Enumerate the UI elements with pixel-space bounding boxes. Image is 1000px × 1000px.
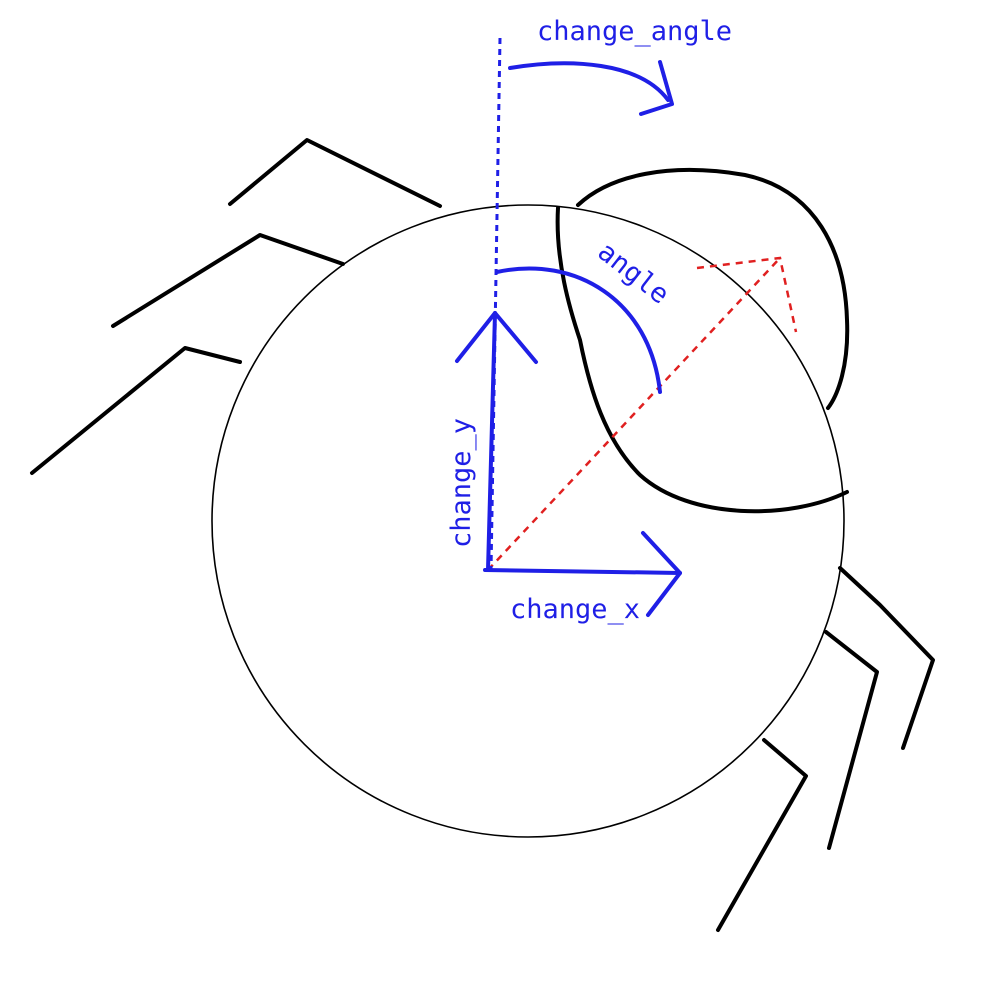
angle-label: angle [592, 236, 675, 310]
change-x-arrowhead [641, 531, 682, 617]
change-angle-arrowhead [639, 60, 674, 116]
leg-lower-right [716, 738, 808, 932]
right-legs [716, 566, 935, 932]
direction-arrowhead [696, 256, 798, 333]
left-legs [30, 138, 442, 475]
change-angle-arc [508, 61, 670, 102]
vertical-reference-line [489, 37, 502, 571]
direction-vector [487, 256, 798, 571]
leg-middle-left [111, 233, 345, 328]
leg-middle-right [824, 630, 879, 850]
beetle-head-lower [555, 206, 849, 514]
leg-top-left [228, 138, 442, 208]
leg-upper-right [838, 566, 935, 750]
change-y-label: change_y [446, 418, 477, 548]
leg-lower-left [30, 346, 242, 475]
change-y-arrow [455, 311, 538, 572]
change-y-shaft [486, 311, 497, 572]
change-x-shaft [483, 568, 682, 575]
angle-arc [495, 266, 662, 394]
change-x-label: change_x [510, 594, 640, 625]
change-x-arrow [483, 531, 682, 617]
change-angle-label: change_angle [537, 16, 732, 47]
beetle-body [211, 204, 845, 838]
beetle-head [576, 168, 850, 410]
direction-line [487, 257, 781, 571]
change-angle-arrow [508, 60, 674, 116]
change-y-arrowhead [455, 311, 538, 364]
